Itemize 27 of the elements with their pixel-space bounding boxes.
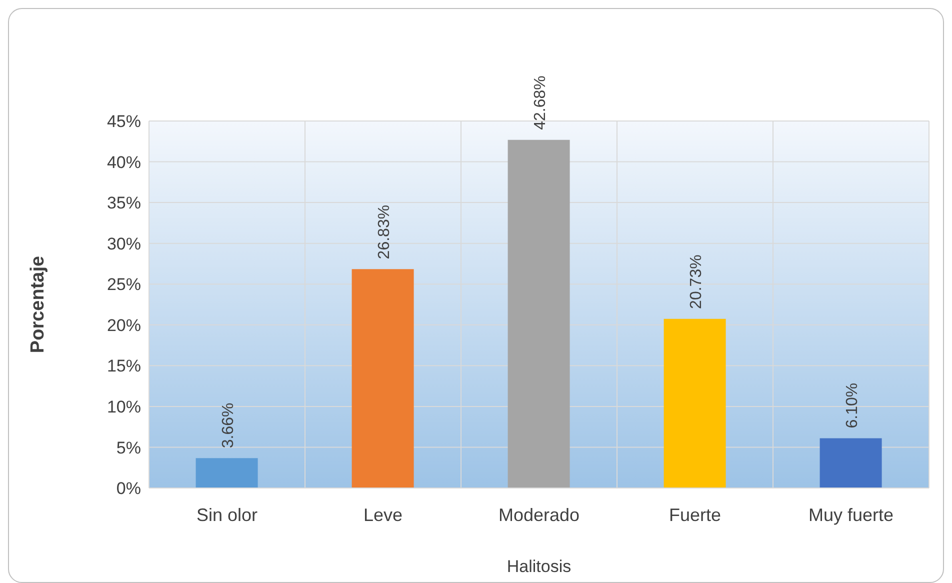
x-axis-title: Halitosis <box>506 557 572 576</box>
y-tick-label: 45% <box>106 112 141 132</box>
y-tick-label: 30% <box>106 234 141 254</box>
data-label: 6.10% <box>844 382 861 428</box>
y-tick-label: 25% <box>106 275 141 294</box>
y-tick-label: 5% <box>116 438 141 458</box>
bar <box>820 438 882 488</box>
y-tick-label: 0% <box>116 479 141 498</box>
y-tick-label: 20% <box>106 316 141 335</box>
x-tick-label: Fuerte <box>668 504 722 525</box>
y-tick-label: 10% <box>106 397 141 416</box>
data-label: 20.73% <box>688 254 705 309</box>
data-label: 42.68% <box>532 76 549 130</box>
x-tick-label: Moderado <box>498 504 580 525</box>
bar <box>352 269 414 488</box>
bar <box>664 318 726 488</box>
x-tick-label: Sin olor <box>196 504 258 525</box>
y-tick-label: 40% <box>106 152 141 172</box>
y-axis-title: Porcentaje <box>28 256 49 354</box>
data-label: 26.83% <box>376 204 393 260</box>
y-tick-label: 15% <box>106 356 141 376</box>
bar <box>508 140 570 488</box>
data-label: 3.66% <box>220 402 237 448</box>
y-tick-label: 35% <box>106 194 141 213</box>
x-tick-label: Muy fuerte <box>808 504 894 525</box>
x-tick-label: Leve <box>363 504 403 525</box>
bar <box>196 458 258 488</box>
